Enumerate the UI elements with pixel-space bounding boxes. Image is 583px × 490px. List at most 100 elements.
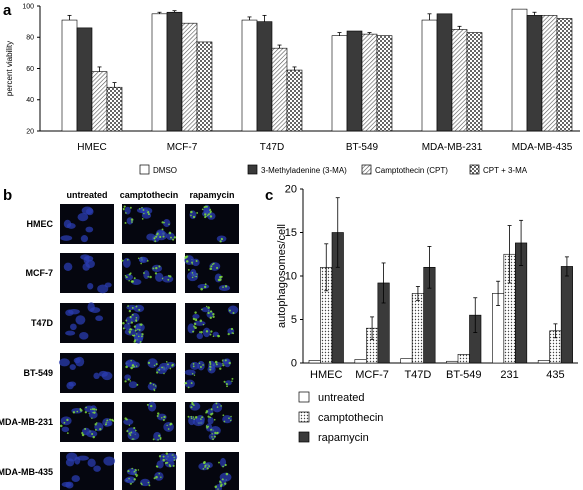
panel-letter-a: a <box>3 2 12 19</box>
micrograph-t47d-rapamycin <box>185 303 239 343</box>
micrograph-mcf-7-rapamycin <box>184 253 239 293</box>
a-bar-bt-549-cpt-3-ma <box>376 35 393 132</box>
micrograph-row-hmec: HMEC <box>27 219 54 229</box>
c-category-label: BT-549 <box>446 369 481 381</box>
micrograph-mda-mb-231-untreated <box>59 402 115 442</box>
a-category-label: HMEC <box>77 142 106 153</box>
a-y-tick-label: 40 <box>26 97 34 104</box>
c-bar-bt-549-untreated <box>446 360 459 364</box>
c-legend-label-untreated: untreated <box>318 392 364 404</box>
c-bar-bt-549-camptothecin <box>457 353 470 364</box>
viability-chart: 20 40 60 80 100 percent viability HMEC MCF-7 T47… <box>5 3 580 175</box>
micrograph-hmec-camptothecin <box>122 204 177 244</box>
micrograph-mda-mb-231-rapamycin <box>185 401 239 442</box>
a-y-tick-label: 80 <box>26 35 34 42</box>
a-bar-mda-mb-231-cpt-3-ma <box>466 32 483 132</box>
c-legend-swatch-camptothecin <box>298 411 310 423</box>
a-legend-swatch-dmso <box>139 164 150 175</box>
micrograph-t47d-untreated <box>60 302 114 343</box>
a-legend-swatch-cpt-3-ma <box>469 164 480 175</box>
a-bar-mcf-7-cpt-3-ma <box>196 41 213 132</box>
micrograph-mda-mb-435-camptothecin <box>122 452 178 490</box>
a-bar-t47d-cpt-3-ma <box>286 69 303 132</box>
c-y-tick-label: 5 <box>291 314 297 326</box>
a-legend-swatch-3-methyladenine-3-ma <box>247 164 258 175</box>
c-bar-435-rapamycin <box>560 266 573 364</box>
c-category-label: MCF-7 <box>355 369 389 381</box>
a-y-tick-label: 20 <box>26 128 34 135</box>
a-bar-bt-549-camptothecin-cpt <box>361 33 378 132</box>
c-y-tick-label: 15 <box>285 227 297 239</box>
micrograph-hmec-untreated <box>60 204 114 244</box>
panel-letter-b: b <box>3 187 12 204</box>
c-y-axis-label: autophagosomes/cell <box>276 224 288 328</box>
c-legend-swatch-untreated <box>298 391 310 403</box>
micrograph-column-camptothecin: camptothecin <box>120 190 179 200</box>
a-bar-mda-mb-435-camptothecin-cpt <box>541 15 558 132</box>
c-category-label: 231 <box>500 369 518 381</box>
micrograph-bt-549-untreated <box>58 353 114 393</box>
micrograph-row-bt-549: BT-549 <box>23 368 53 378</box>
micrograph-mda-mb-435-untreated <box>60 452 116 490</box>
a-bar-t47d-camptothecin-cpt <box>271 47 288 132</box>
micrograph-mcf-7-camptothecin <box>121 253 176 293</box>
a-y-axis-label: percent viability <box>5 41 14 96</box>
a-bar-t47d-dmso <box>241 19 258 132</box>
a-bar-mda-mb-231-camptothecin-cpt <box>451 29 468 132</box>
a-bar-hmec-dmso <box>61 19 78 132</box>
a-bar-hmec-3-methyladenine-3-ma <box>76 27 93 132</box>
micrograph-column-rapamycin: rapamycin <box>189 190 234 200</box>
micrograph-bt-549-camptothecin <box>122 353 176 393</box>
micrograph-mcf-7-untreated <box>60 253 114 294</box>
a-bar-mcf-7-3-methyladenine-3-ma <box>166 11 183 132</box>
autophagosome-chart: 0 5 10 15 20 autophagosomes/cell HMEC MCF-7 T47D… <box>276 184 578 444</box>
a-bar-mda-mb-435-3-methyladenine-3-ma <box>526 15 543 132</box>
a-legend-label-cpt-3-ma: CPT + 3-MA <box>483 166 528 175</box>
micrograph-row-mda-mb-435: MDA-MB-435 <box>0 467 53 477</box>
a-legend-swatch-camptothecin-cpt <box>361 164 372 175</box>
micrograph-grid: untreated camptothecin rapamycin HMEC MCF-7 T… <box>0 190 239 490</box>
a-bar-mcf-7-camptothecin-cpt <box>181 22 198 132</box>
panel-letter-c: c <box>265 187 273 204</box>
a-bar-bt-549-dmso <box>331 35 348 132</box>
micrograph-hmec-rapamycin <box>185 204 239 244</box>
a-bar-hmec-cpt-3-ma <box>106 86 123 132</box>
c-bar-t47d-untreated <box>400 358 413 364</box>
c-y-tick-label: 0 <box>291 358 297 370</box>
c-bar-435-untreated <box>537 360 550 364</box>
a-legend-label-camptothecin-cpt: Camptothecin (CPT) <box>375 166 448 175</box>
micrograph-mda-mb-435-rapamycin <box>185 452 239 490</box>
micrograph-column-untreated: untreated <box>66 190 107 200</box>
micrograph-row-t47d: T47D <box>31 318 54 328</box>
a-category-label: MDA-MB-231 <box>422 142 483 153</box>
a-bar-mda-mb-435-cpt-3-ma <box>556 18 573 132</box>
a-bar-mda-mb-231-dmso <box>421 19 438 132</box>
c-legend-swatch-rapamycin <box>298 431 310 443</box>
c-legend-label-camptothecin: camptothecin <box>318 412 383 424</box>
c-category-label: HMEC <box>310 369 342 381</box>
c-bar-t47d-camptothecin <box>411 293 424 364</box>
a-category-label: T47D <box>260 142 284 153</box>
c-category-label: T47D <box>404 369 431 381</box>
c-y-tick-label: 10 <box>285 271 297 283</box>
micrograph-mda-mb-231-camptothecin <box>122 401 176 442</box>
a-category-label: MDA-MB-435 <box>512 142 573 153</box>
a-y-tick-label: 100 <box>22 3 34 10</box>
c-category-label: 435 <box>546 369 564 381</box>
a-bar-bt-549-3-methyladenine-3-ma <box>346 30 363 132</box>
micrograph-row-mcf-7: MCF-7 <box>26 268 54 278</box>
c-legend-label-rapamycin: rapamycin <box>318 432 369 444</box>
micrograph-t47d-camptothecin <box>122 303 176 344</box>
c-y-tick-label: 20 <box>285 184 297 196</box>
c-bar-mcf-7-untreated <box>354 359 367 364</box>
a-bar-mcf-7-dmso <box>151 13 168 132</box>
a-category-label: BT-549 <box>346 142 379 153</box>
a-bar-hmec-camptothecin-cpt <box>91 71 108 132</box>
micrograph-row-mda-mb-231: MDA-MB-231 <box>0 417 53 427</box>
c-bar-hmec-untreated <box>308 360 321 364</box>
micrograph-bt-549-rapamycin <box>184 353 239 393</box>
a-legend-label-dmso: DMSO <box>153 166 177 175</box>
a-legend-label-3-methyladenine-3-ma: 3-Methyladenine (3-MA) <box>261 166 347 175</box>
a-y-tick-label: 60 <box>26 66 34 73</box>
